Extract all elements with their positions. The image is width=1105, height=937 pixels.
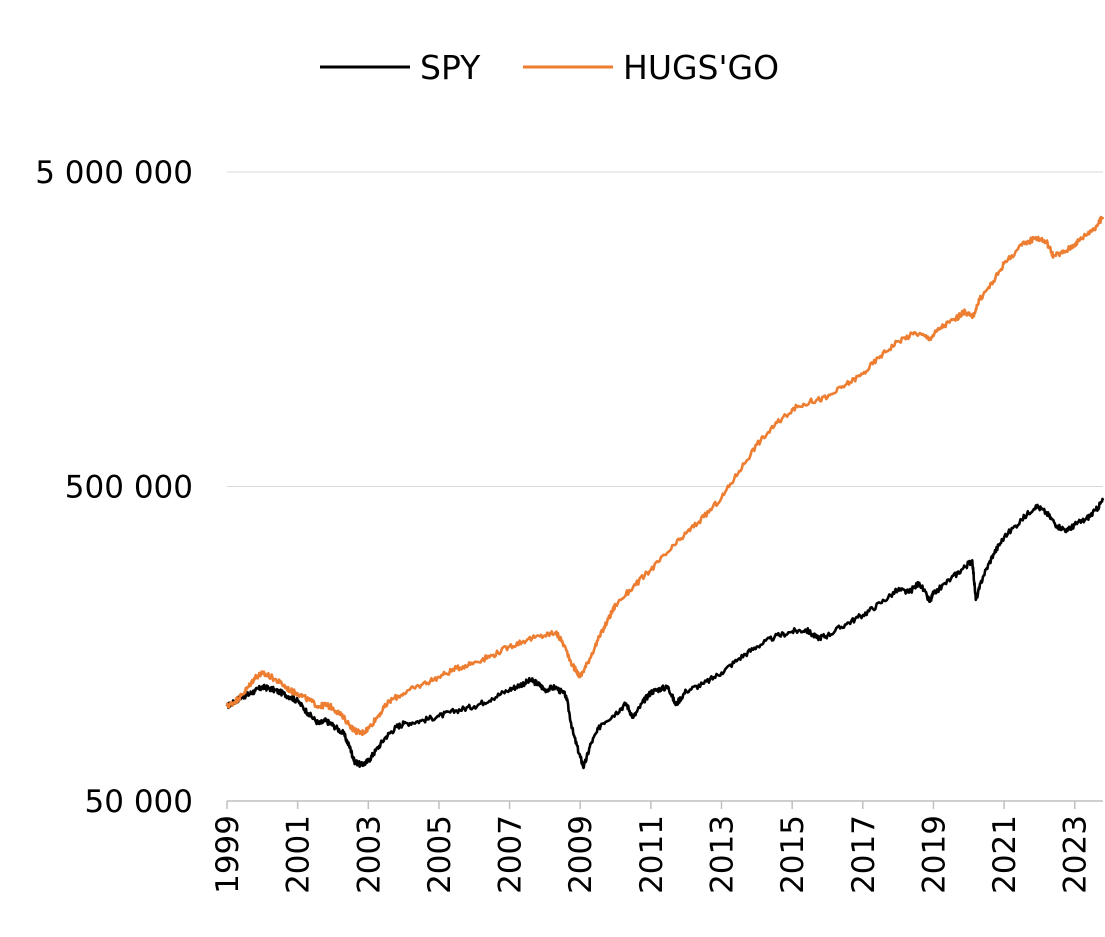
y-tick-label: 500 000 xyxy=(65,470,193,506)
x-tick-label: 2001 xyxy=(281,815,317,894)
series-line-spy xyxy=(225,497,1105,770)
x-tick-label: 2013 xyxy=(705,815,741,894)
gridlines xyxy=(227,171,1103,487)
axes: 50 000 500 000 5 000 000 1999 2001 2003 2005 20… xyxy=(35,155,1103,894)
x-tick-label: 2009 xyxy=(563,815,599,894)
x-tick-label: 2015 xyxy=(775,815,811,894)
x-tick-label: 2011 xyxy=(634,815,670,894)
x-tick-label: 2021 xyxy=(987,815,1023,894)
x-tick-label: 2017 xyxy=(846,815,882,894)
series-line-hugsgo xyxy=(225,215,1105,737)
legend: SPY HUGS'GO xyxy=(320,48,779,87)
x-tick-label: 2007 xyxy=(493,815,529,894)
y-tick-label: 5 000 000 xyxy=(35,155,193,191)
x-tick-label: 2005 xyxy=(422,815,458,894)
x-tick-label: 2023 xyxy=(1058,815,1094,894)
y-tick-label: 50 000 xyxy=(85,784,193,820)
x-tick-label: 2003 xyxy=(351,815,387,894)
series-layer xyxy=(225,215,1105,770)
x-tick-label: 1999 xyxy=(210,815,246,894)
legend-label-spy: SPY xyxy=(420,48,481,87)
x-tick-label: 2019 xyxy=(916,815,952,894)
legend-label-hugsgo: HUGS'GO xyxy=(623,48,779,87)
